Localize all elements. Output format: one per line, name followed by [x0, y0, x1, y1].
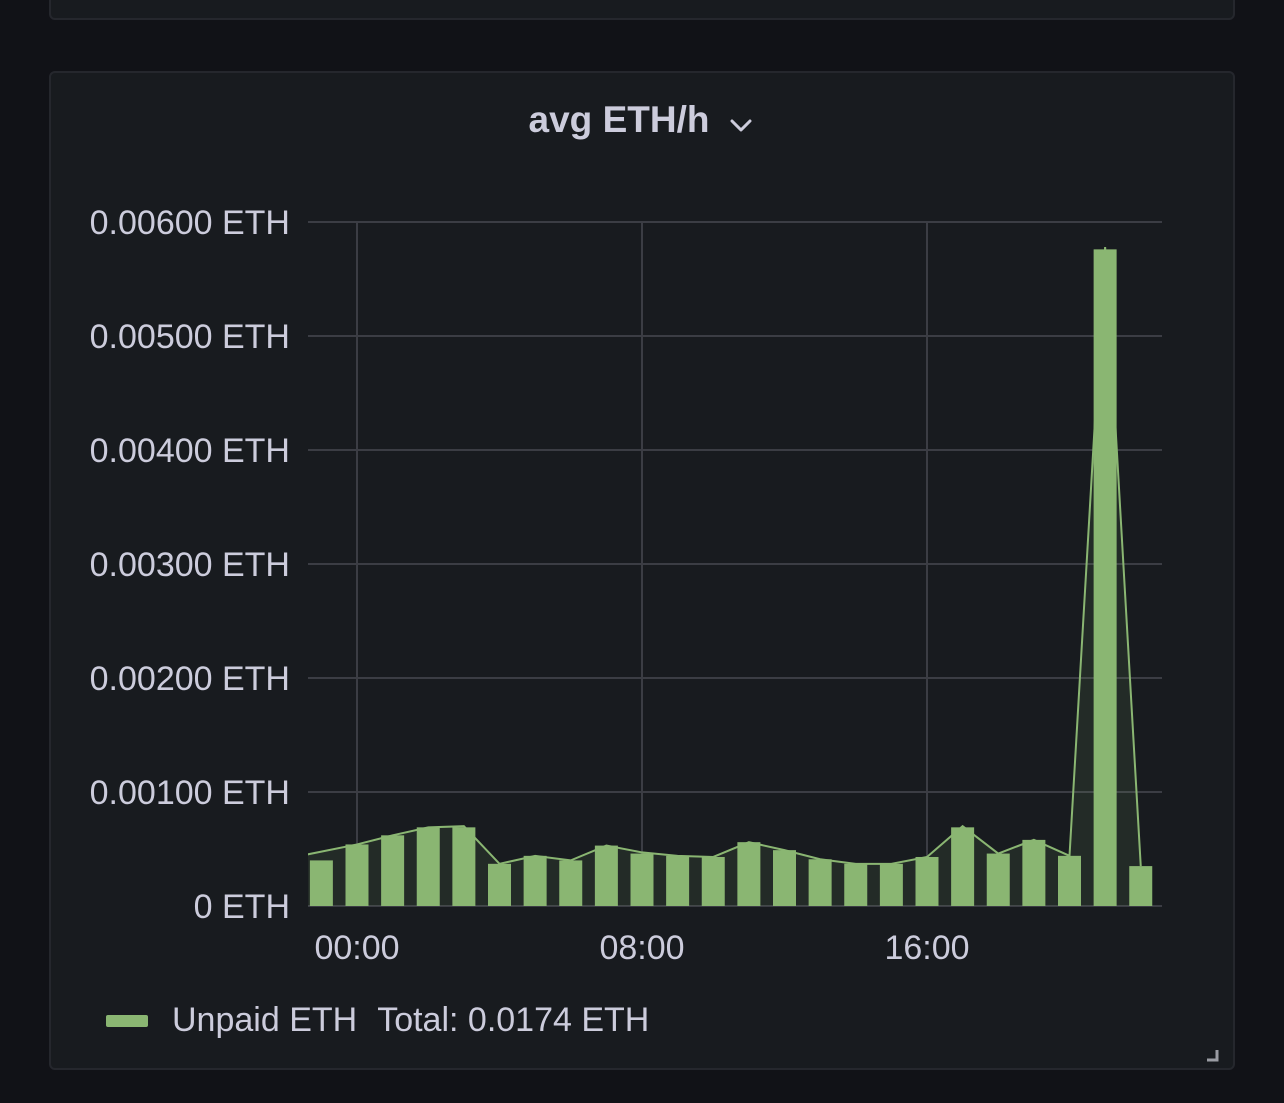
legend[interactable]: Unpaid ETH Total: 0.0174 ETH: [106, 1001, 649, 1040]
y-tick-label: 0.00500 ETH: [90, 318, 290, 356]
bar: [452, 827, 476, 906]
legend-total: Total: 0.0174 ETH: [377, 1001, 650, 1039]
y-tick-label: 0.00200 ETH: [90, 660, 290, 698]
bar: [808, 859, 832, 906]
y-tick-label: 0.00600 ETH: [90, 204, 290, 242]
bar: [309, 860, 333, 906]
bar: [773, 850, 796, 906]
bar: [559, 860, 583, 906]
bar: [915, 856, 939, 906]
legend-swatch: [106, 1014, 148, 1027]
y-tick-label: 0.00300 ETH: [90, 546, 290, 584]
y-tick-label: 0 ETH: [194, 888, 290, 926]
bar: [523, 855, 547, 906]
panel-header[interactable]: avg ETH/h: [51, 95, 1233, 145]
bar: [737, 842, 761, 906]
bar: [951, 827, 975, 906]
y-tick-label: 0.00100 ETH: [90, 774, 290, 812]
resize-handle-icon[interactable]: [1205, 1048, 1219, 1062]
bar: [1058, 855, 1081, 906]
plot-area: [308, 247, 1153, 906]
bar: [1129, 866, 1153, 906]
bar: [345, 844, 369, 906]
bar: [1093, 249, 1117, 906]
x-tick-label: 08:00: [599, 929, 684, 967]
x-tick-label: 16:00: [884, 929, 969, 967]
series-area: [308, 247, 1141, 906]
panel-title[interactable]: avg ETH/h: [528, 99, 710, 140]
previous-panel: [49, 0, 1235, 20]
bar: [488, 863, 511, 906]
series-line: [308, 247, 1142, 867]
chart-panel: avg ETH/h 0 ETH 0.00100 ETH 0.00200 ETH 0.0…: [49, 71, 1235, 1070]
bar: [844, 863, 868, 906]
bar: [416, 827, 440, 906]
chevron-down-icon[interactable]: [727, 111, 755, 139]
bar: [879, 863, 903, 906]
bar: [1022, 839, 1046, 906]
x-tick-label: 00:00: [314, 929, 399, 967]
bar: [666, 855, 690, 906]
bar: [701, 856, 725, 906]
bar: [986, 853, 1010, 906]
y-tick-label: 0.00400 ETH: [90, 432, 290, 470]
legend-series-name[interactable]: Unpaid ETH: [172, 1001, 358, 1039]
bar: [630, 853, 654, 906]
bar: [594, 845, 618, 906]
bar: [381, 835, 405, 906]
bar-chart: 0 ETH 0.00100 ETH 0.00200 ETH 0.00300 ETH 0.…: [90, 204, 1162, 967]
